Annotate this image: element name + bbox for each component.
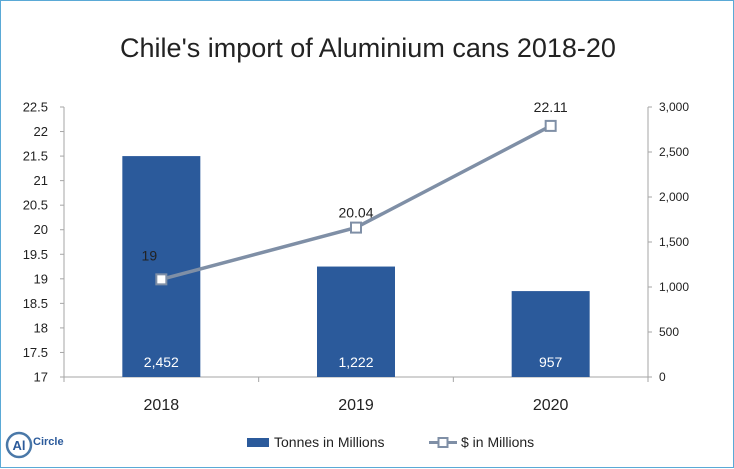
right-tick-label: 2,500 bbox=[659, 145, 689, 159]
line-series: 19 20.04 22.11 bbox=[142, 99, 568, 286]
alcircle-logo: Al Circle bbox=[5, 431, 64, 459]
logo-mark: Al bbox=[13, 438, 26, 453]
left-tick-label: 17.5 bbox=[23, 345, 48, 360]
category-label-2019: 2019 bbox=[338, 397, 374, 414]
bar-2020 bbox=[511, 291, 590, 377]
line-label-2019: 20.04 bbox=[338, 205, 373, 221]
category-label-2020: 2020 bbox=[533, 397, 569, 414]
line-label-2018: 19 bbox=[142, 247, 158, 263]
line-point-2018 bbox=[155, 273, 168, 286]
left-tick-label: 22 bbox=[34, 124, 48, 139]
left-tick-label: 22.5 bbox=[23, 100, 48, 115]
bar-2018 bbox=[122, 156, 201, 377]
bar-2019 bbox=[317, 266, 395, 377]
right-tick-label: 500 bbox=[659, 325, 679, 339]
dollars-line bbox=[160, 124, 552, 282]
left-tick-label: 21 bbox=[34, 173, 48, 188]
right-tick-label: 0 bbox=[659, 370, 666, 384]
legend-swatch-tonnes bbox=[247, 438, 269, 447]
logo-text: Circle bbox=[33, 436, 64, 448]
left-tick-label: 20.5 bbox=[23, 198, 48, 213]
right-tick-label: 3,000 bbox=[659, 100, 689, 114]
legend-label-tonnes: Tonnes in Millions bbox=[274, 434, 385, 450]
legend-swatch-dollars-marker bbox=[437, 437, 449, 448]
category-labels: 2018 2019 2020 bbox=[144, 397, 569, 414]
line-point-2020 bbox=[544, 119, 557, 132]
left-tick-label: 18.5 bbox=[23, 296, 48, 311]
right-tick-label: 1,000 bbox=[659, 280, 689, 294]
legend-label-dollars: $ in Millions bbox=[461, 434, 534, 450]
bar-series: 2,452 1,222 957 bbox=[122, 156, 590, 377]
logo-ring bbox=[5, 431, 33, 459]
chart-title: Chile's import of Aluminium cans 2018-20 bbox=[120, 33, 616, 63]
left-tick-label: 20 bbox=[34, 222, 48, 237]
line-label-2020: 22.11 bbox=[534, 99, 568, 115]
bar-label-2018: 2,452 bbox=[144, 354, 179, 370]
axes: 17 17.5 18 18.5 19 19.5 20 20.5 21 21.5 22 22.5 0 500… bbox=[23, 100, 690, 385]
left-tick-label: 17 bbox=[34, 370, 48, 385]
bar-label-2019: 1,222 bbox=[338, 354, 373, 370]
line-point-2019 bbox=[350, 221, 362, 234]
legend: Tonnes in Millions $ in Millions bbox=[247, 434, 534, 450]
right-tick-label: 1,500 bbox=[659, 235, 689, 249]
bar-label-2020: 957 bbox=[539, 354, 563, 370]
left-tick-label: 18 bbox=[34, 320, 48, 335]
left-tick-label: 19 bbox=[34, 271, 48, 286]
left-tick-label: 21.5 bbox=[23, 149, 48, 164]
left-tick-label: 19.5 bbox=[23, 247, 48, 262]
category-label-2018: 2018 bbox=[144, 397, 180, 414]
right-tick-label: 2,000 bbox=[659, 190, 689, 204]
